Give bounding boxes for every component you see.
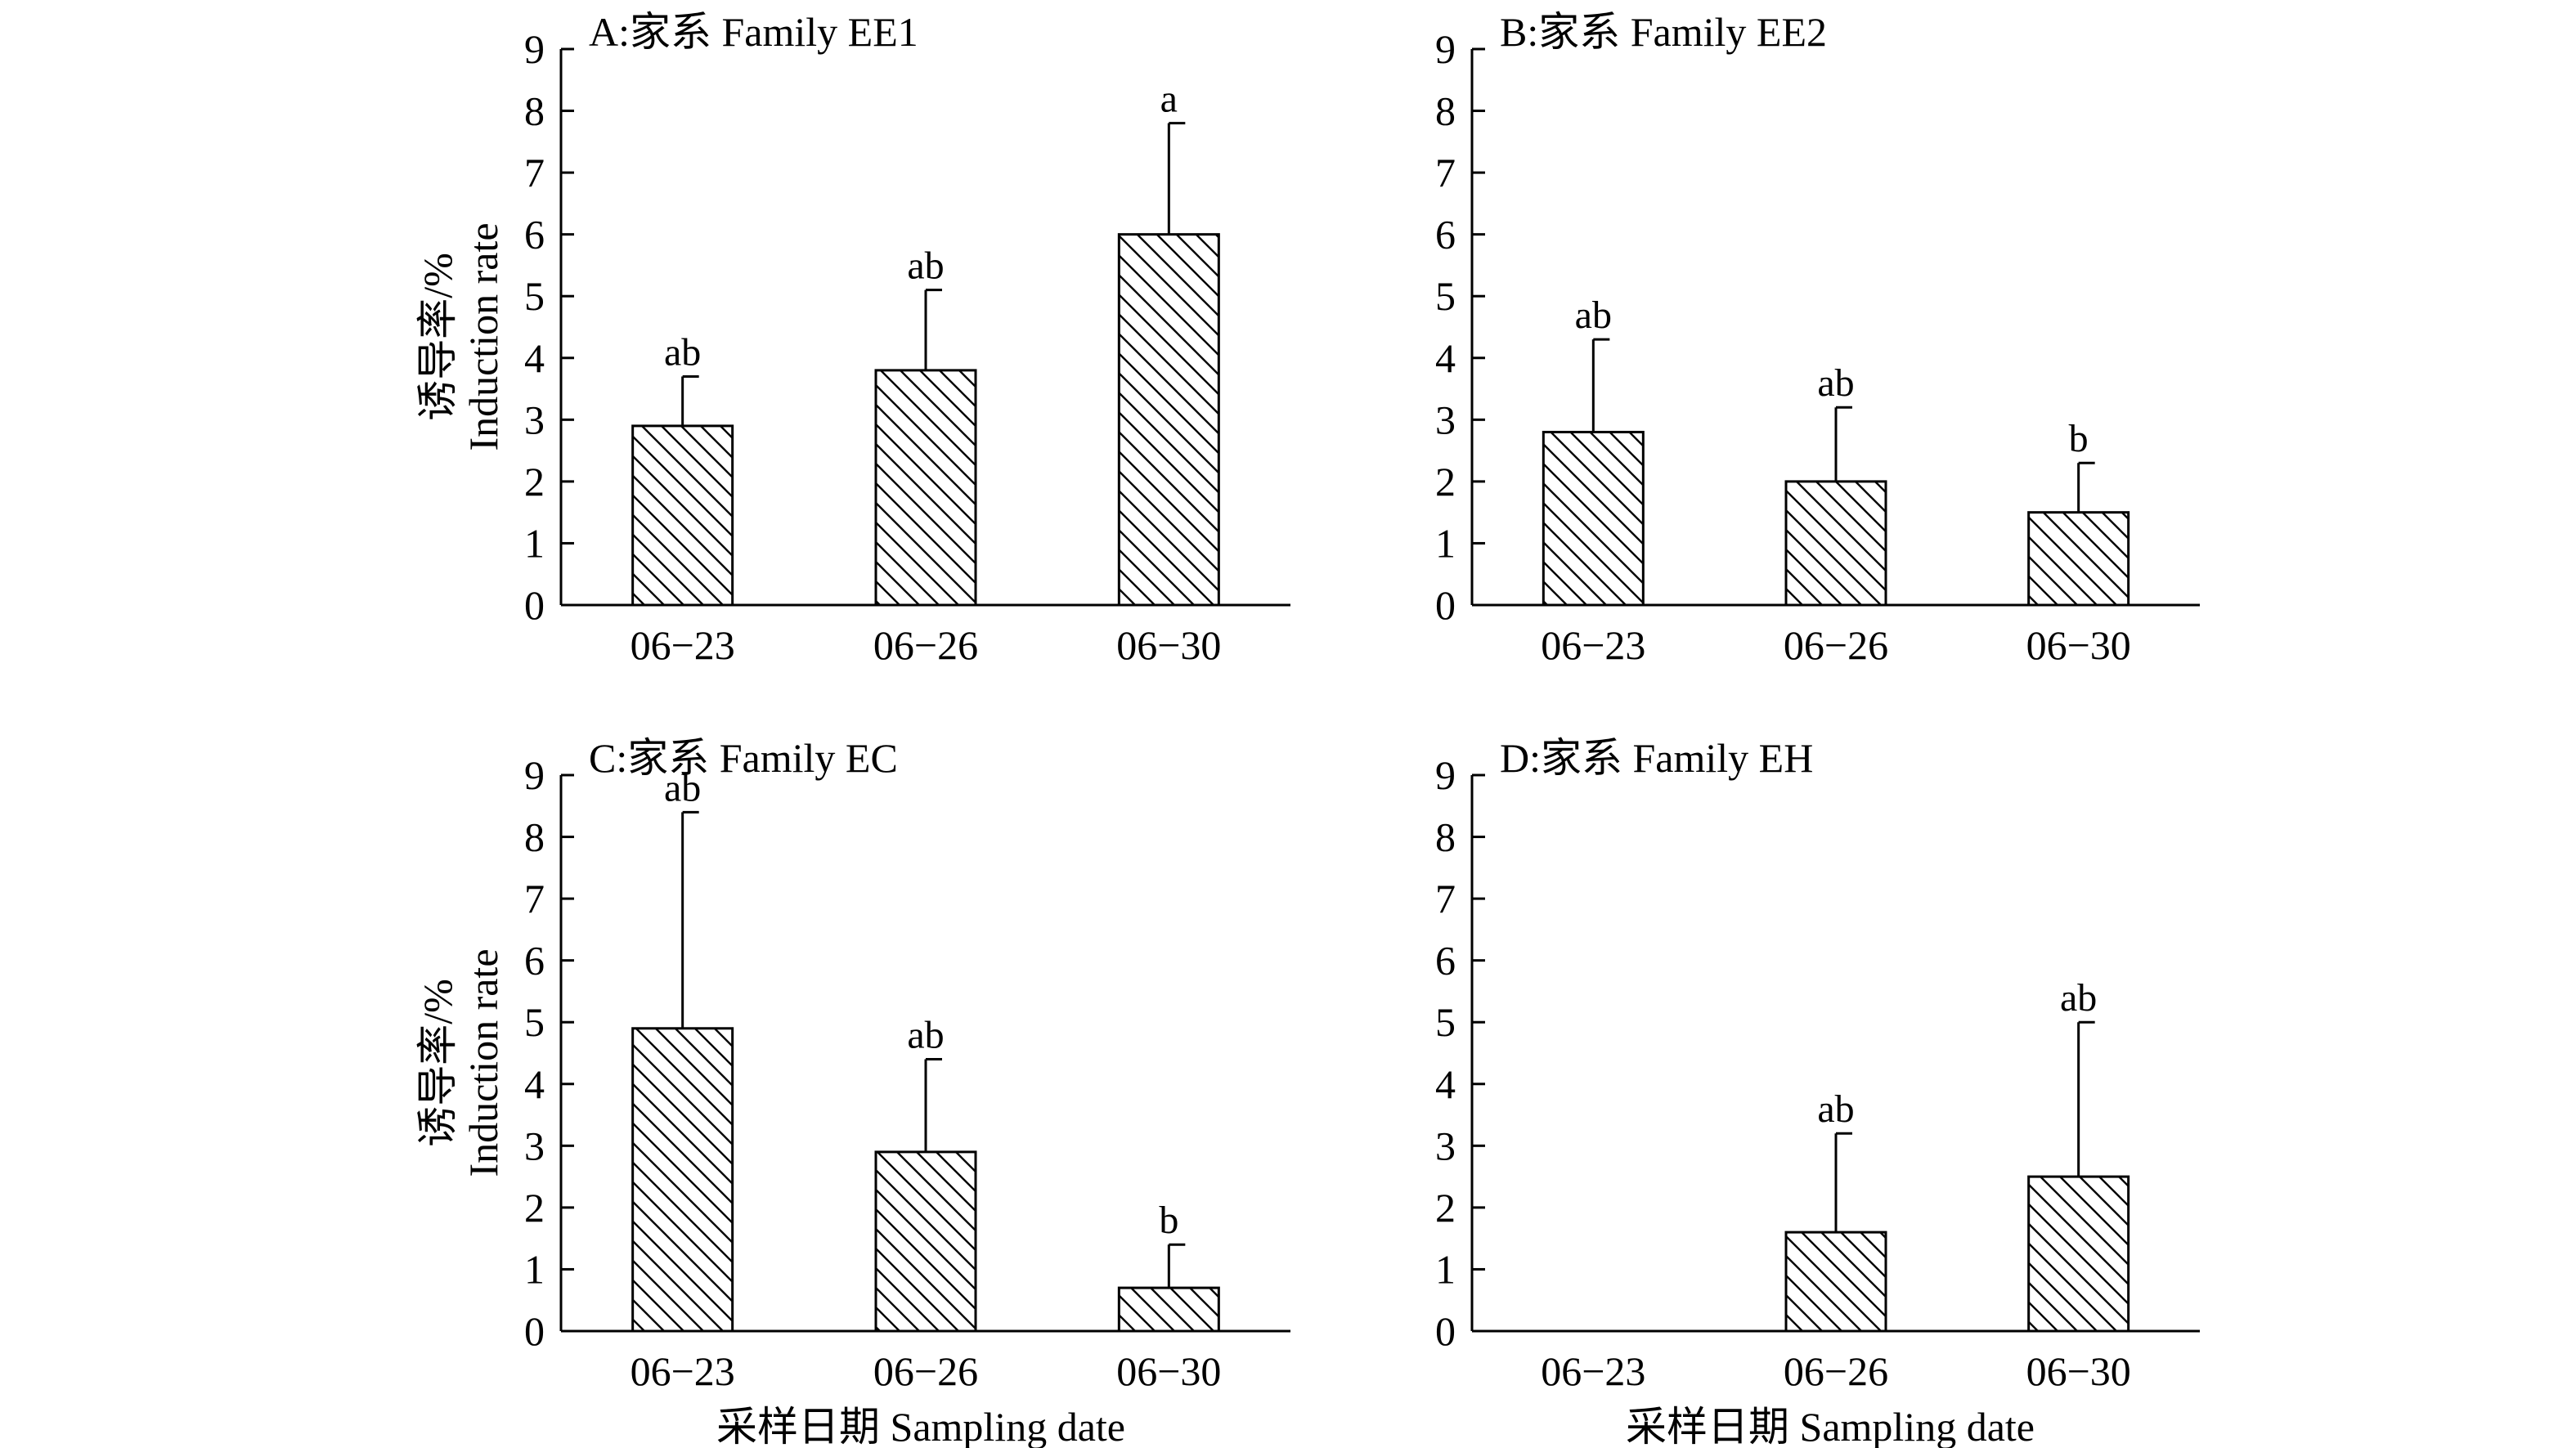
significance-label: ab xyxy=(1817,1087,1854,1131)
significance-label: ab xyxy=(664,766,701,809)
panel-title: B:家系 Family EE2 xyxy=(1500,9,1827,55)
y-tick-label: 6 xyxy=(1435,212,1456,258)
x-tick-label: 06−23 xyxy=(631,1348,735,1394)
y-tick-label: 8 xyxy=(524,88,545,134)
panel-b: B:家系 Family EE2 ab 06−23 ab 06−26 b 06−30 0 1 2 3 4… xyxy=(1435,9,2200,668)
y-tick-label: 6 xyxy=(1435,938,1456,984)
x-tick-label: 06−26 xyxy=(873,1348,978,1394)
y-tick-label: 0 xyxy=(524,582,545,628)
significance-label: ab xyxy=(2060,976,2097,1020)
y-tick-label: 5 xyxy=(524,273,545,319)
x-tick-label: 06−26 xyxy=(873,622,978,668)
bar xyxy=(1117,233,1220,607)
y-tick-label: 9 xyxy=(1435,26,1456,72)
significance-label: b xyxy=(1159,1199,1178,1242)
y-tick-label: 5 xyxy=(524,999,545,1045)
panel-title: A:家系 Family EE1 xyxy=(589,9,918,55)
y-tick-label: 2 xyxy=(1435,1185,1456,1231)
y-tick-label: 1 xyxy=(524,520,545,566)
bar xyxy=(874,1150,977,1333)
x-tick-label: 06−23 xyxy=(631,622,735,668)
significance-label: ab xyxy=(664,330,701,374)
y-tick-label: 0 xyxy=(524,1308,545,1354)
x-tick-label: 06−30 xyxy=(1116,1348,1221,1394)
y-tick-label: 6 xyxy=(524,212,545,258)
significance-label: ab xyxy=(1817,361,1854,405)
bar xyxy=(1784,480,1887,607)
significance-label: b xyxy=(2069,417,2089,460)
y-tick-label: 2 xyxy=(1435,459,1456,504)
y-axis-title-en: Induction rate xyxy=(460,948,506,1177)
y-tick-label: 1 xyxy=(1435,520,1456,566)
y-axis-title-cn: 诱导率/% xyxy=(415,253,460,421)
y-tick-label: 2 xyxy=(524,459,545,504)
significance-label: ab xyxy=(907,244,944,288)
y-tick-label: 0 xyxy=(1435,1308,1456,1354)
y-tick-label: 3 xyxy=(1435,1123,1456,1168)
y-tick-label: 8 xyxy=(524,814,545,860)
y-tick-label: 7 xyxy=(1435,150,1456,195)
bar xyxy=(2027,1175,2130,1333)
y-tick-label: 5 xyxy=(1435,999,1456,1045)
y-tick-label: 1 xyxy=(1435,1246,1456,1292)
significance-label: ab xyxy=(1575,294,1612,337)
y-axis-title-en: Induction rate xyxy=(460,222,506,451)
bar xyxy=(631,424,734,607)
bar xyxy=(1542,430,1645,607)
panel-title: C:家系 Family EC xyxy=(589,735,898,781)
y-tick-label: 7 xyxy=(1435,876,1456,921)
y-axis-title-cn: 诱导率/% xyxy=(415,979,460,1147)
panel-c: C:家系 Family ECab06−23ab06−26b06−30012345… xyxy=(524,735,1290,1394)
y-tick-label: 8 xyxy=(1435,88,1456,134)
significance-label: ab xyxy=(907,1014,944,1057)
bar xyxy=(874,369,977,607)
y-tick-label: 8 xyxy=(1435,814,1456,860)
y-tick-label: 4 xyxy=(524,1061,545,1107)
significance-label: a xyxy=(1160,78,1178,121)
x-tick-label: 06−30 xyxy=(1116,622,1221,668)
bar xyxy=(1117,1286,1220,1333)
y-tick-label: 9 xyxy=(1435,752,1456,798)
y-tick-label: 1 xyxy=(524,1246,545,1292)
y-tick-label: 4 xyxy=(1435,335,1456,381)
x-tick-label: 06−30 xyxy=(2026,1348,2131,1394)
y-tick-label: 6 xyxy=(524,938,545,984)
bar xyxy=(1784,1231,1887,1333)
y-tick-label: 2 xyxy=(524,1185,545,1231)
panel-d: D:家系 Family EH 06−23 ab 06−26 ab 06−30 0 1 2 3 4 5 6… xyxy=(1435,735,2200,1394)
x-axis-title-left: 采样日期 Sampling date xyxy=(716,1404,1125,1448)
x-axis-title-right: 采样日期 Sampling date xyxy=(1626,1404,2035,1448)
panel-a: A:家系 Family EE1 ab 06−23 ab 06−26 a 06−30 0 1 2 3 4… xyxy=(524,9,1290,668)
y-tick-label: 9 xyxy=(524,752,545,798)
x-tick-label: 06−26 xyxy=(1784,1348,1888,1394)
y-tick-label: 4 xyxy=(524,335,545,381)
y-tick-label: 7 xyxy=(524,150,545,195)
y-tick-label: 3 xyxy=(524,397,545,442)
x-tick-label: 06−23 xyxy=(1541,622,1645,668)
bar xyxy=(631,1027,734,1333)
y-tick-label: 3 xyxy=(524,1123,545,1168)
y-axis-title-bottom: 诱导率/% Induction rate xyxy=(415,948,506,1177)
x-tick-label: 06−23 xyxy=(1541,1348,1645,1394)
panel-title: D:家系 Family EH xyxy=(1500,735,1813,781)
x-tick-label: 06−26 xyxy=(1784,622,1888,668)
bar xyxy=(2027,511,2130,607)
y-tick-label: 7 xyxy=(524,876,545,921)
y-tick-label: 9 xyxy=(524,26,545,72)
y-tick-label: 4 xyxy=(1435,1061,1456,1107)
y-axis-title-top: 诱导率/% Induction rate xyxy=(415,222,506,451)
x-tick-label: 06−30 xyxy=(2026,622,2131,668)
y-tick-label: 3 xyxy=(1435,397,1456,442)
y-tick-label: 0 xyxy=(1435,582,1456,628)
y-tick-label: 5 xyxy=(1435,273,1456,319)
